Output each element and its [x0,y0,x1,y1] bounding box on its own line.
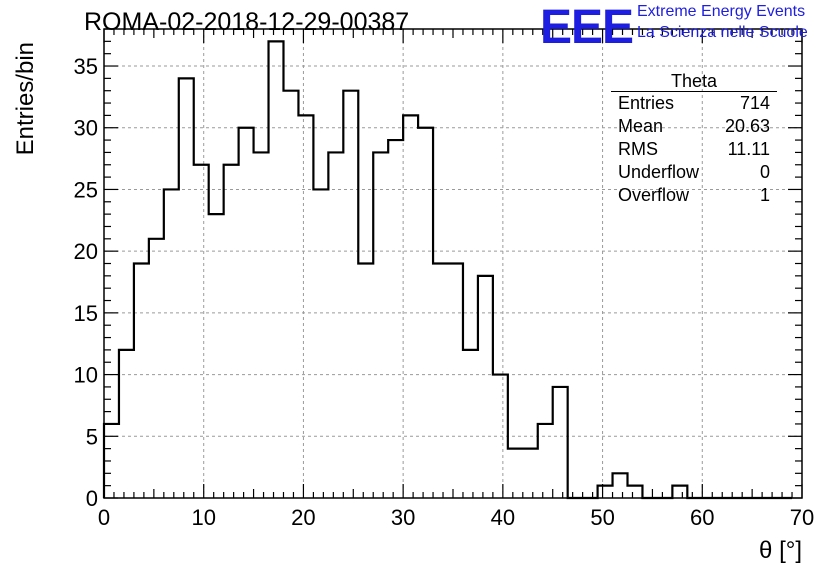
histogram-bin [194,165,209,498]
histogram-bin [403,115,418,498]
x-axis-label: θ [°] [759,537,802,564]
x-tick-label: 30 [391,505,415,530]
histogram-bin [388,140,403,498]
histogram-bin [313,189,328,498]
stats-label: Mean [618,116,664,136]
y-tick-label: 0 [86,486,98,511]
x-tick-label: 20 [291,505,315,530]
stats-title: Theta [611,71,777,92]
stats-value: 0 [759,162,770,182]
y-axis-label: Entries/bin [12,42,39,155]
y-tick-label: 25 [74,177,98,202]
histogram-bin [493,375,508,498]
histogram-bin [134,264,149,499]
y-tick-label: 20 [74,239,98,264]
stats-value: 11.11 [727,139,770,159]
histogram-bin [418,128,433,498]
y-tick-label: 30 [74,116,98,141]
x-tick-label: 0 [98,505,110,530]
histogram-bin [119,350,134,498]
histogram-bin [328,152,343,498]
y-tick-label: 15 [74,301,98,326]
histogram-bin [358,264,373,499]
y-tick-label: 10 [74,363,98,388]
histogram-outline [102,40,793,500]
histogram-bin [269,41,284,498]
stats-label: Overflow [618,185,690,205]
x-tick-label: 70 [790,505,814,530]
histogram-bin [478,276,493,498]
histogram-bin [433,264,448,499]
histogram-bin [553,387,568,498]
histogram-bin [508,449,523,498]
stats-label: Entries [618,93,675,113]
histogram-bin [463,350,478,498]
stats-row-mean: Mean 20.63 [611,115,777,138]
stats-label: RMS [618,139,658,159]
x-tick-label: 50 [590,505,614,530]
histogram-bin [254,152,269,498]
stats-row-entries: Entries 714 [611,92,777,115]
histogram-bin [149,239,164,498]
logo-line-1: Extreme Energy Events [637,3,806,20]
y-tick-label: 5 [86,424,98,449]
histogram-bin [343,91,358,498]
x-tick-label: 10 [191,505,215,530]
histogram-bin [179,78,194,498]
histogram-bin [298,115,313,498]
run-title: ROMA-02-2018-12-29-00387 [84,8,410,36]
stats-value: 1 [759,185,770,205]
x-tick-label: 60 [690,505,714,530]
stats-row-rms: RMS 11.11 [611,138,777,161]
histogram-bin [164,189,179,498]
histogram-bin [448,264,463,499]
y-tick-label: 35 [74,54,98,79]
histogram-bin [224,165,239,498]
stats-box: Theta Entries 714 Mean 20.63 RMS 11.11 U… [611,71,777,207]
histogram-bin [239,128,254,498]
histogram-bin [672,486,687,498]
logo-line-2: La Scienza nelle Scuole [637,24,808,41]
stats-value: 20.63 [724,116,770,136]
histogram-bin [283,91,298,498]
stats-row-overflow: Overflow 1 [611,184,777,207]
histogram-bin [523,449,538,498]
histogram-bin [613,473,628,498]
stats-row-underflow: Underflow 0 [611,161,777,184]
histogram-bin [598,486,613,498]
histogram-bin [209,214,224,498]
eee-logo: EEE [540,1,634,54]
histogram-bin [373,152,388,498]
x-tick-label: 40 [491,505,515,530]
stats-value: 714 [739,93,770,113]
histogram-bin [538,424,553,498]
histogram-bin [628,486,643,498]
stats-label: Underflow [618,162,700,182]
